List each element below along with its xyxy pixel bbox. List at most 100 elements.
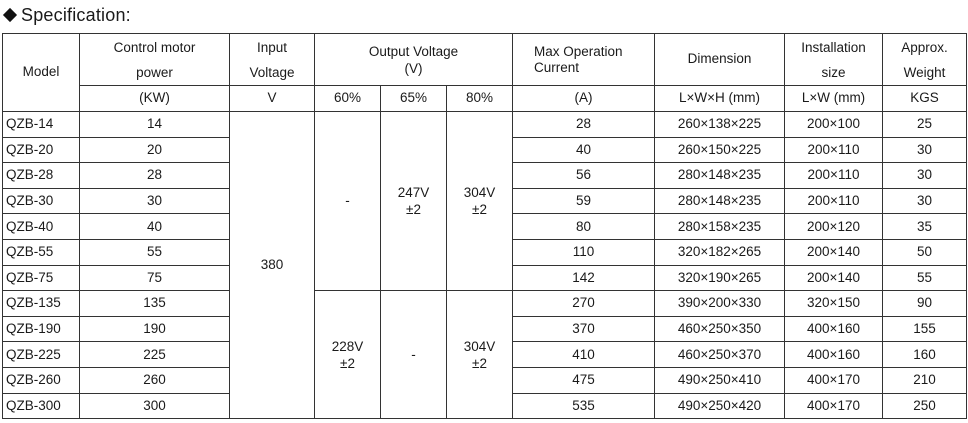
table-row: QZB-190 190 370 460×250×350 400×160 155 — [2, 315, 967, 343]
cell-weight: 25 — [882, 111, 967, 138]
cell-current: 110 — [512, 238, 655, 266]
unit-80pct: 80% — [446, 85, 513, 112]
cell-model: QZB-135 — [2, 290, 80, 317]
cell-model: QZB-55 — [2, 238, 80, 266]
cell-weight: 30 — [882, 162, 967, 189]
cell-weight: 30 — [882, 187, 967, 215]
cell-installation: 320×150 — [784, 290, 883, 317]
cell-model: QZB-225 — [2, 341, 80, 368]
cell-power: 55 — [79, 238, 230, 266]
cell-installation: 200×110 — [784, 162, 883, 189]
header-input-voltage: Input Voltage — [229, 33, 315, 86]
cell-dimension: 460×250×370 — [654, 341, 785, 368]
cell-current: 535 — [512, 392, 655, 420]
unit-dimension: L×W×H (mm) — [654, 85, 785, 112]
cell-current: 270 — [512, 290, 655, 317]
cell-dimension: 490×250×410 — [654, 366, 785, 394]
cell-model: QZB-190 — [2, 315, 80, 343]
cell-dimension: 280×148×235 — [654, 187, 785, 215]
cell-dimension: 280×158×235 — [654, 213, 785, 240]
table-row: QZB-20 20 40 260×150×225 200×110 30 — [2, 136, 967, 164]
cell-group1-80pct: 304V ±2 — [446, 110, 513, 292]
header-max-operation-current: Max Operation Current — [512, 33, 655, 86]
table-row: QZB-30 30 59 280×148×235 200×110 30 — [2, 187, 967, 215]
cell-model: QZB-28 — [2, 162, 80, 189]
unit-60pct: 60% — [314, 85, 381, 112]
cell-installation: 400×160 — [784, 315, 883, 343]
table-row: QZB-40 40 80 280×158×235 200×120 35 — [2, 213, 967, 240]
cell-power: 40 — [79, 213, 230, 240]
cell-dimension: 320×190×265 — [654, 264, 785, 292]
cell-weight: 35 — [882, 213, 967, 240]
cell-current: 59 — [512, 187, 655, 215]
cell-current: 475 — [512, 366, 655, 394]
cell-model: QZB-40 — [2, 213, 80, 240]
unit-power: (KW) — [79, 85, 230, 112]
cell-model: QZB-260 — [2, 366, 80, 394]
cell-power: 190 — [79, 315, 230, 343]
cell-installation: 200×140 — [784, 238, 883, 266]
table-row: QZB-55 55 110 320×182×265 200×140 50 — [2, 238, 967, 266]
spec-heading-text: Specification: — [21, 4, 131, 25]
cell-weight: 50 — [882, 238, 967, 266]
cell-dimension: 490×250×420 — [654, 392, 785, 420]
cell-model: QZB-75 — [2, 264, 80, 292]
table-row: QZB-135 135 228V ±2 - 304V ±2 270 390×20… — [2, 290, 967, 420]
header-output-voltage: Output Voltage (V) — [314, 33, 513, 86]
cell-current: 40 — [512, 136, 655, 164]
cell-installation: 200×120 — [784, 213, 883, 240]
header-approx-weight: Approx. Weight — [882, 33, 967, 86]
cell-group1-60pct: - — [314, 110, 381, 292]
cell-installation: 200×110 — [784, 136, 883, 164]
table-row: QZB-260 260 475 490×250×410 400×170 210 — [2, 366, 967, 394]
header-model: Model — [2, 33, 80, 112]
cell-model: QZB-300 — [2, 392, 80, 420]
header-installation-size: Installation size — [784, 33, 883, 86]
spec-heading: Specification: — [2, 2, 131, 28]
unit-input: V — [229, 85, 315, 112]
unit-65pct: 65% — [380, 85, 447, 112]
cell-current: 28 — [512, 111, 655, 138]
cell-dimension: 280×148×235 — [654, 162, 785, 189]
cell-group2-60pct: 228V ±2 — [314, 290, 381, 420]
cell-dimension: 460×250×350 — [654, 315, 785, 343]
table-row: QZB-14 14 380 - 247V ±2 304V ±2 28 260×1… — [2, 110, 967, 420]
cell-power: 75 — [79, 264, 230, 292]
cell-weight: 90 — [882, 290, 967, 317]
table-row: QZB-300 300 535 490×250×420 400×170 250 — [2, 392, 967, 420]
cell-current: 410 — [512, 341, 655, 368]
cell-power: 20 — [79, 136, 230, 164]
cell-installation: 200×100 — [784, 111, 883, 138]
cell-power: 225 — [79, 341, 230, 368]
cell-group1-65pct: 247V ±2 — [380, 110, 447, 292]
header-control-motor-power: Control motor power — [79, 33, 230, 86]
cell-current: 370 — [512, 315, 655, 343]
cell-model: QZB-20 — [2, 136, 80, 164]
cell-power: 260 — [79, 366, 230, 394]
specification-table: Model Control motor power Input Voltage … — [2, 33, 967, 420]
cell-group2-80pct: 304V ±2 — [446, 290, 513, 420]
header-row: Model Control motor power Input Voltage … — [2, 33, 967, 112]
cell-dimension: 260×150×225 — [654, 136, 785, 164]
cell-dimension: 390×200×330 — [654, 290, 785, 317]
unit-row: (KW) V 60% 65% 80% (A) L×W×H (mm) L×W (m… — [3, 85, 967, 112]
table-row: QZB-28 28 56 280×148×235 200×110 30 — [2, 162, 967, 189]
cell-power: 28 — [79, 162, 230, 189]
cell-group2-65pct: - — [380, 290, 447, 420]
cell-dimension: 320×182×265 — [654, 238, 785, 266]
cell-model: QZB-14 — [2, 111, 80, 138]
header-dimension: Dimension — [654, 33, 785, 86]
cell-weight: 210 — [882, 366, 967, 394]
cell-model: QZB-30 — [2, 187, 80, 215]
cell-power: 135 — [79, 290, 230, 317]
cell-current: 80 — [512, 213, 655, 240]
cell-weight: 155 — [882, 315, 967, 343]
cell-current: 142 — [512, 264, 655, 292]
diamond-bullet-icon — [2, 7, 18, 23]
cell-installation: 400×170 — [784, 366, 883, 394]
unit-weight: KGS — [882, 85, 967, 112]
cell-power: 14 — [79, 111, 230, 138]
cell-weight: 250 — [882, 392, 967, 420]
cell-power: 30 — [79, 187, 230, 215]
cell-installation: 200×140 — [784, 264, 883, 292]
